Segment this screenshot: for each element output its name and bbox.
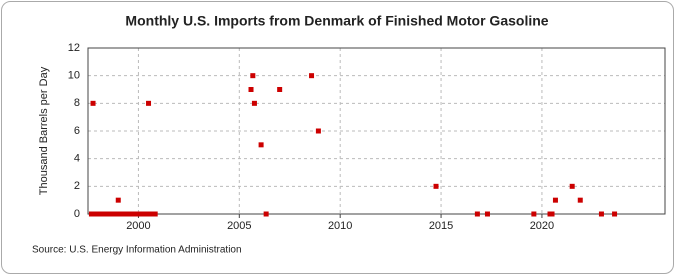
point [577,197,583,203]
point [569,183,575,189]
x-tick-label: 2010 [328,220,352,232]
point [474,211,480,217]
point [248,87,254,92]
y-axis-label: Thousand Barrels per Day [38,66,50,195]
point [251,100,257,106]
point [612,211,618,217]
x-tick-label: 2000 [126,220,150,232]
point [484,211,490,217]
point [152,211,158,217]
point [144,211,150,217]
y-tick-label: 4 [74,153,80,165]
x-tick-label: 2020 [530,220,554,232]
y-tick-label: 10 [68,70,80,82]
point [250,73,256,79]
point [258,142,264,148]
point [115,197,121,203]
y-tick-label: 8 [74,97,80,109]
point [309,73,315,79]
y-tick-label: 12 [68,42,80,54]
y-tick-label: 2 [74,180,80,192]
point [433,183,439,189]
y-tick-label: 6 [74,125,80,137]
point [90,100,96,106]
x-tick-label: 2015 [429,220,453,232]
point [552,197,558,203]
point [114,211,120,217]
point [531,211,537,217]
point [549,211,555,217]
y-tick-label: 0 [74,208,80,220]
chart-title: Monthly U.S. Imports from Denmark of Fin… [125,13,548,29]
x-tick-label: 2005 [227,220,251,232]
point [146,100,152,106]
point [598,211,604,217]
source-note: Source: U.S. Energy Information Administ… [32,245,242,256]
point [277,87,283,92]
plot-area [87,47,666,215]
point [88,211,94,217]
frame [1,1,674,274]
point [315,128,321,134]
point [263,211,269,217]
